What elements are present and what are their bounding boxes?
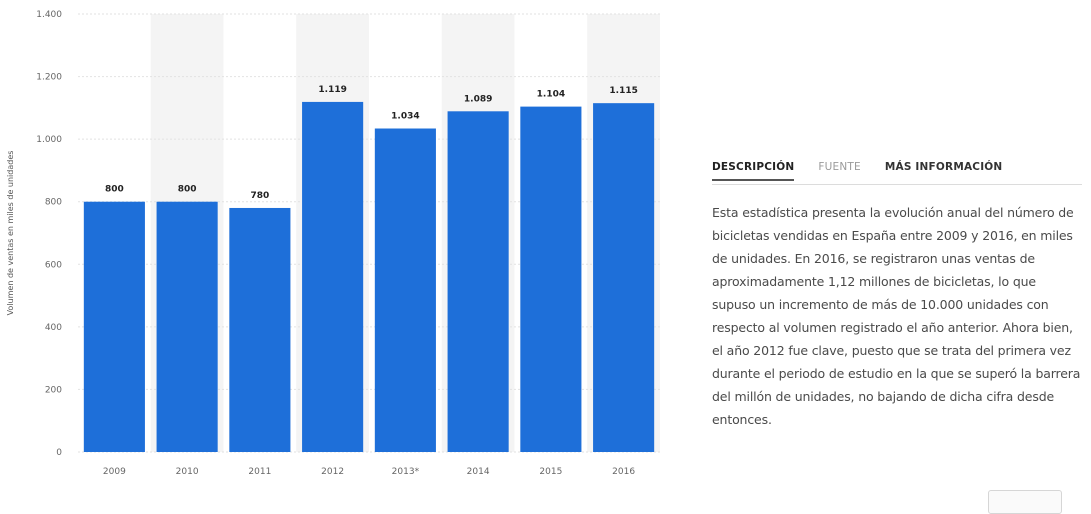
- tab-descripcion[interactable]: DESCRIPCIÓN: [712, 161, 795, 181]
- bar: [593, 103, 655, 453]
- y-tick-label: 1.400: [36, 10, 62, 20]
- info-panel: DESCRIPCIÓN FUENTE MÁS INFORMACIÓN Esta …: [712, 150, 1082, 431]
- x-tick-label: 2016: [612, 467, 635, 477]
- tab-mas-informacion[interactable]: MÁS INFORMACIÓN: [884, 161, 1003, 173]
- data-label: 1.115: [609, 86, 637, 96]
- x-tick-label: 2012: [321, 467, 344, 477]
- bar: [229, 207, 291, 452]
- y-tick-label: 800: [45, 198, 62, 208]
- y-tick-label: 0: [56, 448, 62, 458]
- y-tick-label: 400: [45, 323, 62, 333]
- bar: [156, 201, 218, 452]
- tab-fuente[interactable]: FUENTE: [818, 161, 861, 173]
- x-tick-label: 2015: [539, 467, 562, 477]
- bar: [447, 111, 509, 452]
- x-tick-label: 2011: [248, 467, 271, 477]
- data-label: 780: [250, 191, 269, 201]
- data-label: 1.089: [464, 94, 492, 104]
- data-label: 800: [105, 185, 124, 195]
- bar: [374, 128, 436, 452]
- x-tick-label: 2010: [176, 467, 199, 477]
- corner-button[interactable]: [988, 490, 1062, 514]
- data-label: 1.034: [391, 112, 419, 122]
- data-label: 800: [178, 185, 197, 195]
- x-tick-label: 2013*: [392, 467, 420, 477]
- y-tick-label: 200: [45, 385, 62, 395]
- data-label: 1.104: [537, 90, 565, 100]
- y-tick-label: 1.200: [36, 73, 62, 83]
- y-tick-label: 1.000: [36, 135, 62, 145]
- x-tick-label: 2009: [103, 467, 126, 477]
- bar: [302, 101, 364, 453]
- tab-bar: DESCRIPCIÓN FUENTE MÁS INFORMACIÓN: [712, 150, 1082, 185]
- y-axis-title: Volumen de ventas en miles de unidades: [6, 151, 15, 316]
- data-label: 1.119: [318, 85, 346, 95]
- bar-chart: 0 200 400 600 800 1.000 1.200 1.400 Volumen de v…: [6, 10, 660, 477]
- chart-svg: 0 200 400 600 800 1.000 1.200 1.400 Volumen de v…: [6, 10, 660, 477]
- x-tick-label: 2014: [467, 467, 490, 477]
- description-text: Esta estadística presenta la evolución a…: [712, 205, 1081, 427]
- bar: [83, 201, 145, 452]
- bar: [520, 106, 582, 452]
- y-tick-label: 600: [45, 260, 62, 270]
